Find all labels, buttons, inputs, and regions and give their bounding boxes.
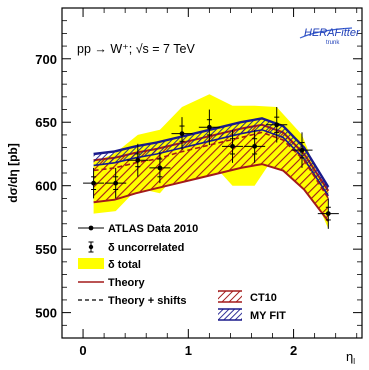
legend-label-ct10: CT10	[250, 292, 277, 304]
data-point-8	[266, 107, 288, 143]
data-marker	[135, 157, 141, 163]
legend: ATLAS Data 2010 δ uncorrelated δ total Theo…	[78, 223, 286, 322]
ct10-band	[93, 124, 329, 222]
data-marker	[230, 143, 235, 149]
data-marker	[179, 131, 185, 137]
y-tick-label: 650	[35, 115, 57, 130]
y-tick-label: 700	[35, 52, 57, 67]
process-annotation: pp → W⁺; √s = 7 TeV	[77, 42, 195, 56]
data-marker	[91, 180, 96, 186]
legend-myfit-sym	[218, 309, 242, 320]
ct10-lower-line	[93, 163, 330, 222]
x-tick-label: 1	[185, 343, 192, 358]
y-tick-label: 550	[35, 242, 57, 257]
x-axis-label: ηl	[346, 349, 355, 366]
data-point-6	[222, 129, 244, 163]
x-tick-label: 0	[79, 343, 86, 358]
legend-ct10-sym	[218, 291, 242, 302]
data-point-3	[149, 152, 171, 184]
data-point-10	[317, 198, 339, 229]
x-axis-label-sub: l	[353, 357, 355, 366]
legend-label-data: ATLAS Data 2010	[108, 223, 198, 235]
data-points	[83, 107, 339, 229]
myfit-band	[93, 118, 329, 196]
legend-data-marker	[88, 225, 94, 231]
data-point-7	[244, 129, 266, 163]
data-marker	[325, 211, 331, 217]
y-tick-label: 500	[35, 306, 57, 321]
x-axis-label-main: η	[346, 349, 353, 364]
data-marker	[157, 165, 163, 171]
legend-uncorr-marker	[88, 244, 94, 250]
bands	[93, 94, 330, 229]
y-axis-label: dσ/dη [pb]	[6, 143, 20, 203]
logo-swoosh	[299, 27, 353, 39]
data-point-2	[127, 143, 149, 177]
data-marker	[252, 143, 258, 149]
logo-subtext: trunk	[326, 40, 340, 46]
legend-label-myfit: MY FIT	[250, 310, 286, 322]
theory-shifts-line	[93, 131, 329, 199]
data-point-0	[83, 167, 105, 199]
data-point-1	[105, 167, 127, 199]
data-point-4	[171, 117, 193, 151]
y-tick-label: 600	[35, 179, 57, 194]
x-tick-label: 2	[290, 343, 297, 358]
data-marker	[206, 124, 212, 130]
logo-text: HERAFitter	[304, 27, 361, 39]
data-point-5	[198, 109, 220, 146]
legend-label-shifts: Theory + shifts	[108, 295, 187, 307]
legend-label-theory: Theory	[108, 277, 146, 289]
legend-total-sym	[78, 258, 104, 269]
data-marker	[274, 122, 280, 128]
legend-label-total: δ total	[108, 259, 141, 271]
axes: 500 550 600 650 700 0 1 2	[35, 7, 362, 358]
data-marker	[113, 180, 119, 186]
legend-label-uncorr: δ uncorrelated	[108, 242, 184, 254]
data-point-9	[291, 132, 313, 168]
herafitter-logo: HERAFitter trunk	[299, 27, 361, 46]
data-marker	[299, 147, 305, 153]
